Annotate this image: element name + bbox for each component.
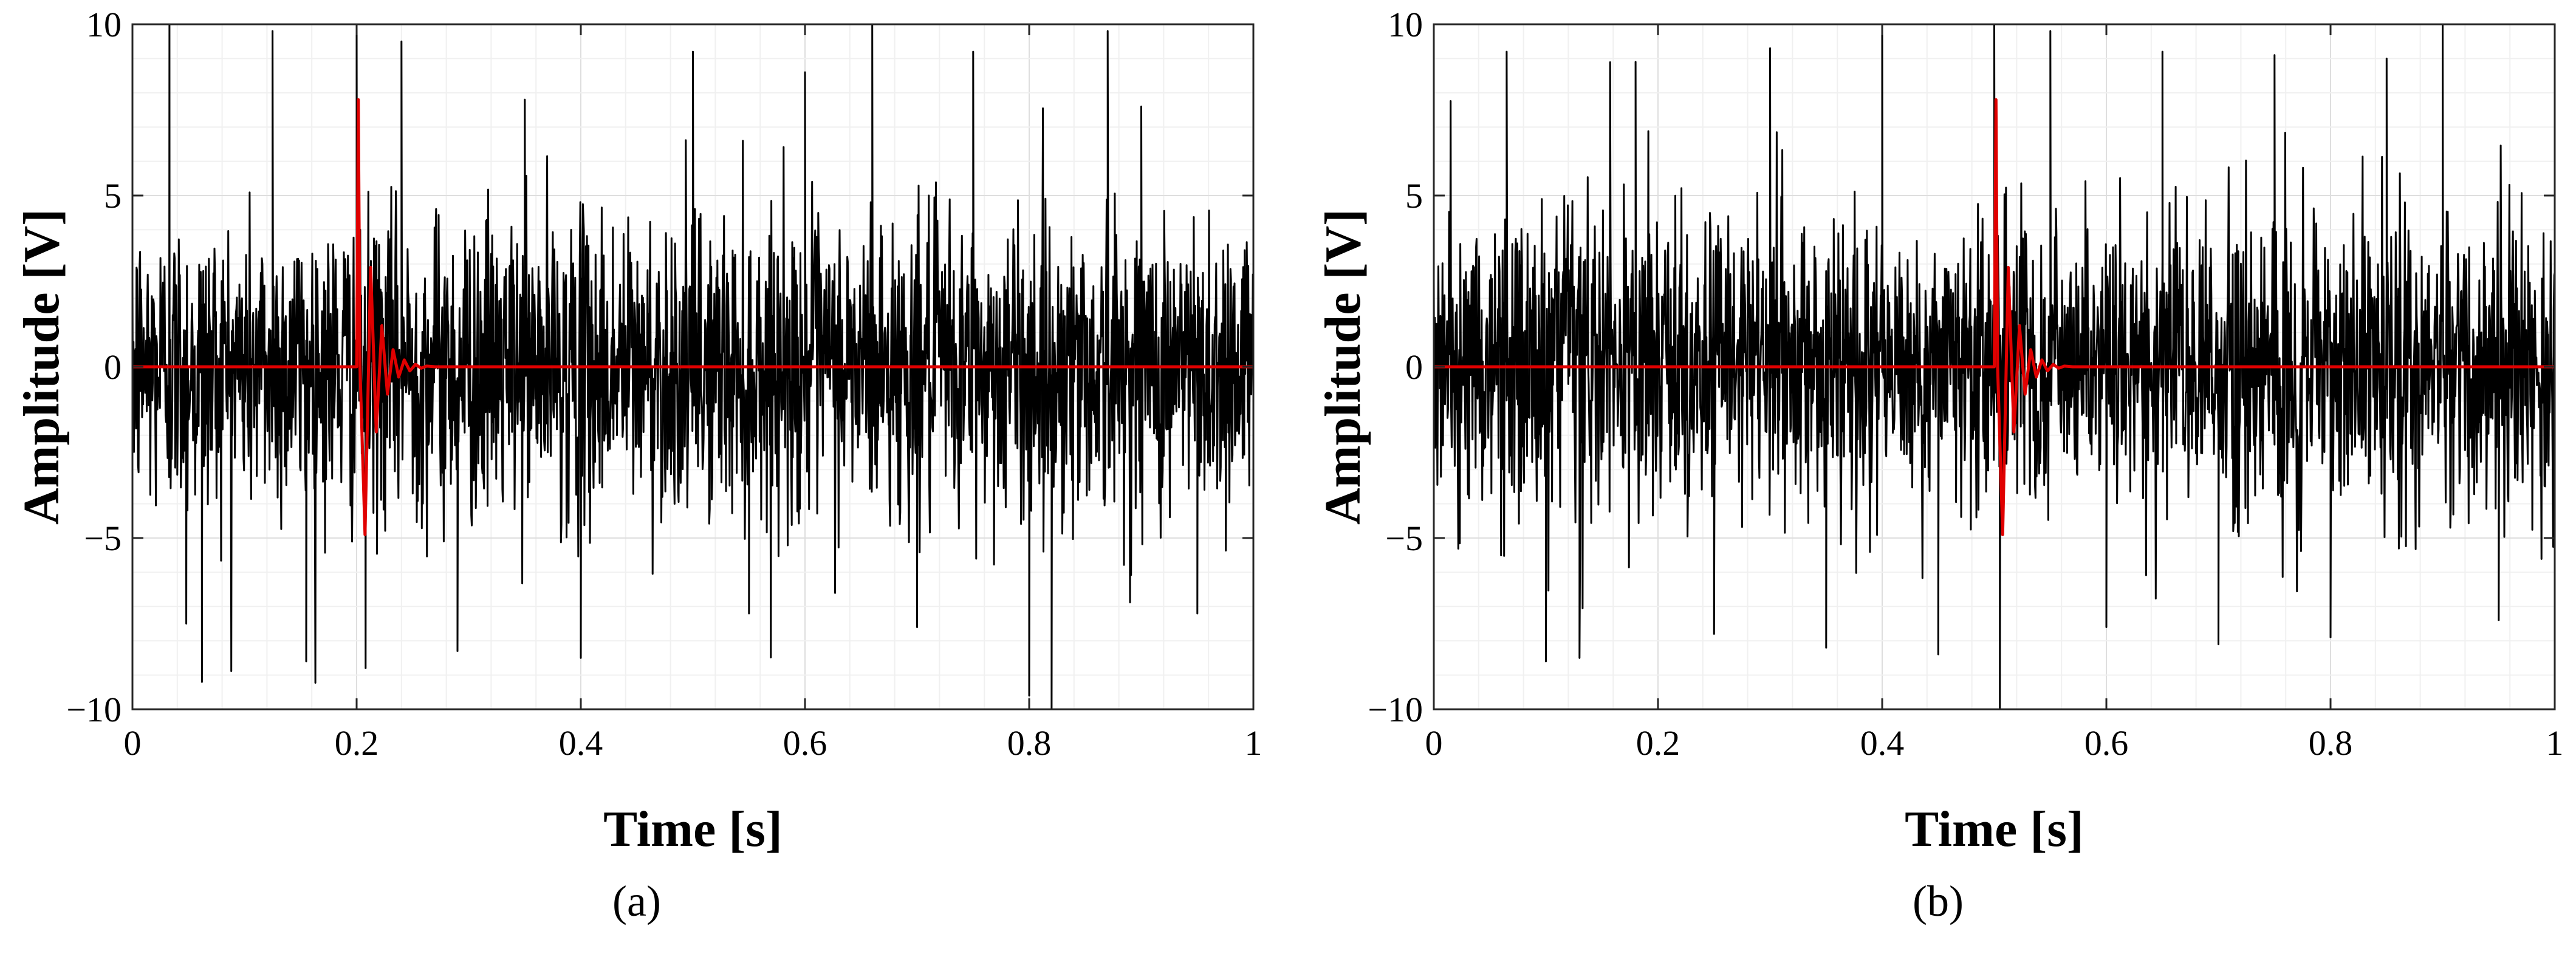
y-tick-label: −10 <box>1368 690 1423 729</box>
series-clean-signal <box>132 98 1253 536</box>
x-tick-label: 0.8 <box>1007 723 1052 763</box>
y-tick-label: −5 <box>1385 519 1423 558</box>
y-axis-label: Amplitude [V] <box>1315 209 1371 525</box>
panel-a: 0 0.2 0.4 0.6 0.8 1 −10 −5 0 5 10 Time [s] Amplitude… <box>13 5 1262 925</box>
y-tick-label: 10 <box>86 5 122 44</box>
x-axis-label: Time [s] <box>603 801 783 857</box>
y-tick-label: 5 <box>1405 176 1423 216</box>
x-tick-label: 0.2 <box>1636 723 1680 763</box>
x-tick-label: 0.6 <box>783 723 827 763</box>
x-tick-label: 1 <box>2546 723 2564 763</box>
x-tick-label: 1 <box>1245 723 1262 763</box>
panel-label: (a) <box>612 877 661 925</box>
y-tick-label: −10 <box>66 690 122 729</box>
x-tick-label: 0.8 <box>2309 723 2353 763</box>
x-tick-label: 0.6 <box>2084 723 2129 763</box>
y-axis-label: Amplitude [V] <box>13 209 70 525</box>
y-tick-label: 0 <box>1405 347 1423 387</box>
series-clean-signal <box>1434 98 2555 536</box>
panel-label: (b) <box>1913 877 1964 925</box>
y-tick-label: 0 <box>104 347 122 387</box>
x-tick-label: 0.4 <box>559 723 603 763</box>
x-tick-label: 0.2 <box>335 723 379 763</box>
y-tick-label: −5 <box>84 519 122 558</box>
x-tick-label: 0 <box>1425 723 1443 763</box>
x-tick-label: 0 <box>124 723 142 763</box>
x-tick-label: 0.4 <box>1860 723 1905 763</box>
series-noisy-signal <box>132 24 1253 709</box>
panel-b: 0 0.2 0.4 0.6 0.8 1 −10 −5 0 5 10 Time [s] Amplitude… <box>1315 5 2564 925</box>
x-axis-label: Time [s] <box>1905 801 2084 857</box>
y-tick-label: 5 <box>104 176 122 216</box>
y-tick-label: 10 <box>1388 5 1423 44</box>
series-noisy-signal <box>1434 24 2555 709</box>
